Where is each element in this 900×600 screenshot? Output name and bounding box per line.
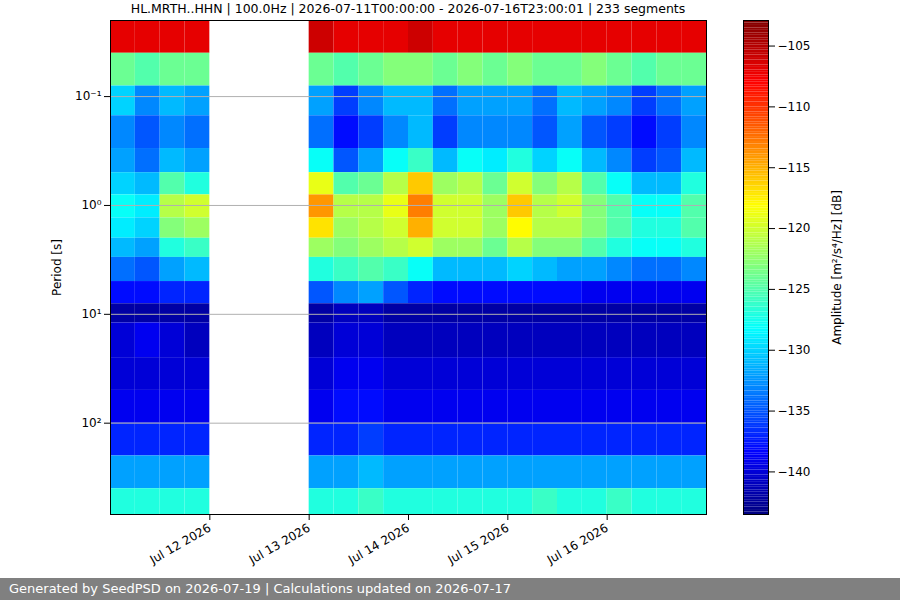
svg-text:Jul 14 2026: Jul 14 2026 <box>345 521 412 568</box>
svg-text:−120: −120 <box>778 221 811 235</box>
svg-text:10¹: 10¹ <box>81 307 101 321</box>
html-text:HL.MRTH..HHN | 100.0Hz | 2026-: HL.MRTH..HHN | 100.0Hz | 2026-07-11T00:0… <box>130 1 686 16</box>
svg-text:Amplitude [m²/s⁴/Hz] [dB]: Amplitude [m²/s⁴/Hz] [dB] <box>830 190 844 345</box>
svg-text:−135: −135 <box>778 404 811 418</box>
html-text:Generated by SeedPSD on 2026-0: Generated by SeedPSD on 2026-07-19 | Cal… <box>9 581 511 596</box>
svg-text:−130: −130 <box>778 343 811 357</box>
svg-text:−140: −140 <box>778 465 811 479</box>
svg-text:Jul 15 2026: Jul 15 2026 <box>445 521 512 568</box>
svg-text:10²: 10² <box>81 416 101 430</box>
svg-text:Jul 13 2026: Jul 13 2026 <box>246 521 313 568</box>
svg-text:−115: −115 <box>778 161 811 175</box>
svg-text:10⁻¹: 10⁻¹ <box>75 89 102 103</box>
svg-text:Jul 16 2026: Jul 16 2026 <box>544 521 611 568</box>
svg-text:10⁰: 10⁰ <box>81 198 101 212</box>
svg-text:−110: −110 <box>778 100 811 114</box>
svg-text:Period [s]: Period [s] <box>50 239 64 296</box>
svg-text:−105: −105 <box>778 39 811 53</box>
svg-text:−125: −125 <box>778 282 811 296</box>
svg-text:Jul 12 2026: Jul 12 2026 <box>147 521 214 568</box>
